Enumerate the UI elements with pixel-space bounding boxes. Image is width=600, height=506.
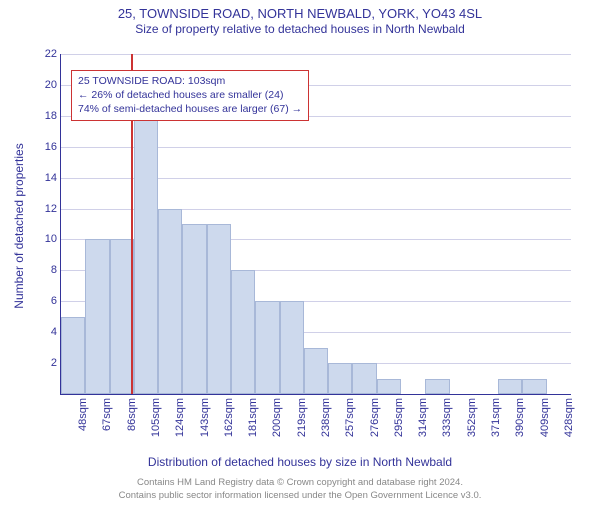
y-tick-label: 4: [27, 326, 57, 338]
y-tick-label: 12: [27, 203, 57, 215]
histogram-bar: [85, 239, 109, 394]
histogram-bar: [377, 379, 401, 394]
x-tick-label: 352sqm: [466, 398, 478, 437]
x-tick-label: 105sqm: [150, 398, 162, 437]
x-tick-label: 143sqm: [199, 398, 211, 437]
y-tick-label: 8: [27, 264, 57, 276]
y-tick-label: 20: [27, 79, 57, 91]
grid-line: [61, 54, 571, 55]
x-tick-label: 86sqm: [126, 398, 138, 431]
histogram-bar: [158, 209, 182, 394]
y-axis-label: Number of detached properties: [12, 143, 26, 308]
title-main: 25, TOWNSIDE ROAD, NORTH NEWBALD, YORK, …: [0, 6, 600, 21]
x-tick-label: 314sqm: [417, 398, 429, 437]
x-tick-label: 67sqm: [101, 398, 113, 431]
histogram-bar: [498, 379, 522, 394]
y-tick-label: 10: [27, 233, 57, 245]
footer-line2: Contains public sector information licen…: [0, 490, 600, 502]
y-tick-label: 22: [27, 48, 57, 60]
x-tick-label: 276sqm: [369, 398, 381, 437]
histogram-bar: [61, 317, 85, 394]
x-axis-label: Distribution of detached houses by size …: [0, 455, 600, 469]
x-tick-label: 295sqm: [393, 398, 405, 437]
x-tick-label: 219sqm: [296, 398, 308, 437]
y-tick-label: 14: [27, 172, 57, 184]
x-tick-label: 371sqm: [490, 398, 502, 437]
y-tick-label: 18: [27, 110, 57, 122]
x-tick-label: 390sqm: [514, 398, 526, 437]
x-tick-label: 181sqm: [247, 398, 259, 437]
y-tick-label: 2: [27, 357, 57, 369]
annotation-box: 25 TOWNSIDE ROAD: 103sqm ← 26% of detach…: [71, 70, 309, 121]
chart-area: 24681012141618202248sqm67sqm86sqm105sqm1…: [60, 54, 570, 404]
y-tick-label: 6: [27, 295, 57, 307]
histogram-bar: [231, 270, 255, 394]
plot-area: 24681012141618202248sqm67sqm86sqm105sqm1…: [60, 54, 571, 395]
x-tick-label: 333sqm: [441, 398, 453, 437]
x-tick-label: 257sqm: [344, 398, 356, 437]
chart-container: 25, TOWNSIDE ROAD, NORTH NEWBALD, YORK, …: [0, 6, 600, 506]
annotation-line3: 74% of semi-detached houses are larger (…: [78, 102, 302, 116]
annotation-line2: ← 26% of detached houses are smaller (24…: [78, 88, 302, 102]
footer: Contains HM Land Registry data © Crown c…: [0, 477, 600, 502]
title-sub: Size of property relative to detached ho…: [0, 22, 600, 36]
x-tick-label: 162sqm: [223, 398, 235, 437]
histogram-bar: [134, 116, 158, 394]
x-tick-label: 124sqm: [174, 398, 186, 437]
x-tick-label: 200sqm: [271, 398, 283, 437]
footer-line1: Contains HM Land Registry data © Crown c…: [0, 477, 600, 489]
histogram-bar: [280, 301, 304, 394]
histogram-bar: [110, 239, 134, 394]
histogram-bar: [304, 348, 328, 394]
histogram-bar: [182, 224, 206, 394]
histogram-bar: [352, 363, 376, 394]
x-tick-label: 238sqm: [320, 398, 332, 437]
x-tick-label: 428sqm: [563, 398, 575, 437]
x-tick-label: 409sqm: [539, 398, 551, 437]
x-tick-label: 48sqm: [77, 398, 89, 431]
histogram-bar: [255, 301, 279, 394]
histogram-bar: [328, 363, 352, 394]
histogram-bar: [207, 224, 231, 394]
annotation-line1: 25 TOWNSIDE ROAD: 103sqm: [78, 74, 302, 88]
histogram-bar: [522, 379, 546, 394]
y-tick-label: 16: [27, 141, 57, 153]
histogram-bar: [425, 379, 449, 394]
